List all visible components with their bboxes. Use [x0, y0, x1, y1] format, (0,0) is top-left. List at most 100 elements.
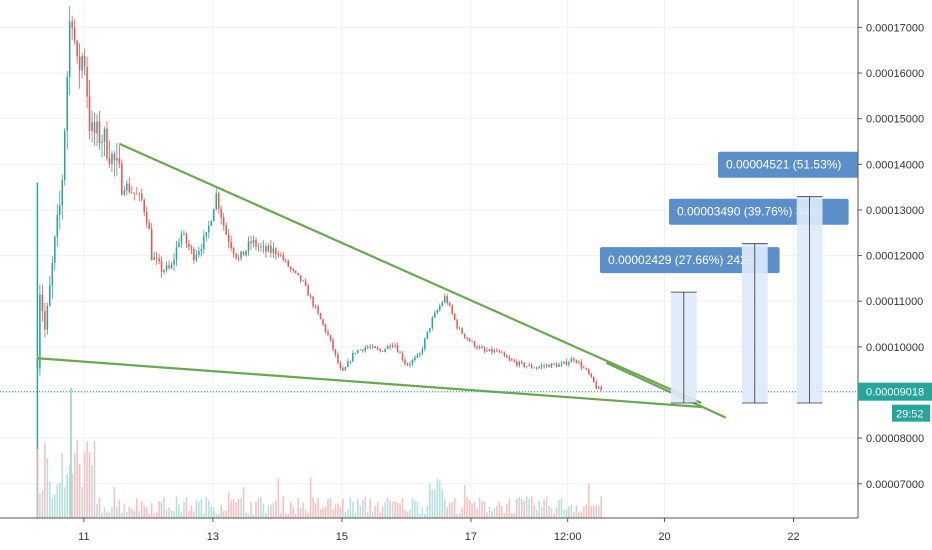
candle-body [208, 225, 210, 233]
candle-body [78, 56, 81, 71]
candle-body [486, 350, 488, 352]
candle-body [588, 369, 590, 374]
volume-bar [513, 512, 516, 518]
candle-body [391, 345, 394, 348]
candle-body [170, 264, 173, 268]
volume-bar [553, 513, 555, 518]
countdown-label: 29:52 [896, 409, 924, 421]
candle-body [220, 208, 222, 218]
candle-body [476, 346, 478, 349]
volume-bar [511, 513, 513, 518]
candle-body [193, 248, 195, 261]
candle-body [563, 361, 565, 364]
volume-bar [520, 498, 523, 518]
candle-body [366, 346, 369, 348]
candle-body [429, 327, 431, 332]
volume-bar [476, 508, 478, 518]
candle-body [431, 317, 434, 328]
volume-bar [210, 506, 213, 518]
volume-bar [381, 506, 384, 518]
volume-bar [88, 452, 91, 518]
candle-body [496, 350, 498, 352]
volume-bar [583, 506, 585, 518]
price-tick-label: 0.00010000 [866, 342, 924, 354]
candle-body [520, 361, 523, 363]
volume-bar [434, 489, 436, 518]
candle-body [404, 359, 406, 364]
volume-bar [39, 493, 41, 518]
candle-body [597, 386, 600, 389]
volume-bar [314, 503, 317, 518]
volume-bar [257, 498, 260, 518]
volume-bar [118, 499, 121, 518]
volume-bar [471, 503, 473, 518]
volume-bar [533, 505, 535, 518]
volume-bar [200, 498, 203, 518]
candle-body [530, 364, 533, 368]
candle-body [386, 345, 389, 349]
volume-bar [113, 486, 116, 518]
volume-bar [294, 513, 297, 518]
volume-bar [227, 492, 230, 518]
candle-body [304, 280, 307, 286]
volume-bar [501, 505, 503, 518]
volume-bar [188, 511, 190, 518]
candle-body [73, 27, 76, 41]
volume-bar [175, 496, 178, 518]
candle-body [76, 40, 78, 57]
volume-bar [44, 443, 46, 518]
volume-bar [297, 498, 299, 518]
candle-body [88, 96, 91, 132]
volume-bar [334, 504, 337, 518]
volume-bar [543, 499, 545, 518]
candle-body [319, 313, 322, 320]
candle-body [409, 363, 411, 366]
volume-bar [275, 500, 277, 518]
volume-bar [245, 512, 247, 518]
candle-body [456, 319, 458, 329]
candle-body [282, 255, 285, 260]
candle-body [448, 303, 451, 306]
volume-bar [560, 498, 563, 518]
volume-bar [568, 506, 570, 518]
candle-body [299, 275, 302, 281]
candle-body [260, 246, 262, 248]
candle-body [225, 225, 227, 235]
candle-body [145, 212, 148, 223]
candle-body [538, 366, 540, 368]
candle-body [322, 319, 324, 325]
volume-bar [597, 505, 600, 518]
volume-bar [170, 510, 173, 518]
candle-body [96, 121, 98, 134]
candle-body [270, 245, 272, 253]
volume-bar [71, 473, 73, 518]
candle-body [138, 193, 141, 195]
volume-bar [578, 512, 580, 518]
candle-body [49, 285, 51, 307]
volume-bar [538, 500, 540, 518]
volume-bar [369, 498, 372, 518]
volume-bar [98, 497, 101, 518]
candle-body [424, 338, 426, 350]
volume-bar [329, 498, 332, 518]
volume-bar [83, 451, 86, 518]
volume-bar [163, 497, 165, 518]
candle-body [294, 270, 297, 273]
volume-bar [550, 507, 553, 518]
candle-body [140, 193, 143, 200]
volume-bar [339, 506, 342, 518]
volume-bar [101, 513, 103, 518]
volume-bar [327, 499, 329, 518]
candle-body [307, 285, 309, 296]
volume-bar [255, 501, 257, 518]
volume-bar [545, 496, 548, 518]
volume-bar [344, 511, 347, 518]
candle-body [592, 376, 595, 383]
candle-body [81, 55, 83, 71]
volume-bar [217, 513, 220, 518]
candle-body [212, 209, 215, 222]
candle-body [501, 351, 503, 353]
volume-bar [36, 448, 39, 518]
volume-bar [153, 513, 155, 518]
